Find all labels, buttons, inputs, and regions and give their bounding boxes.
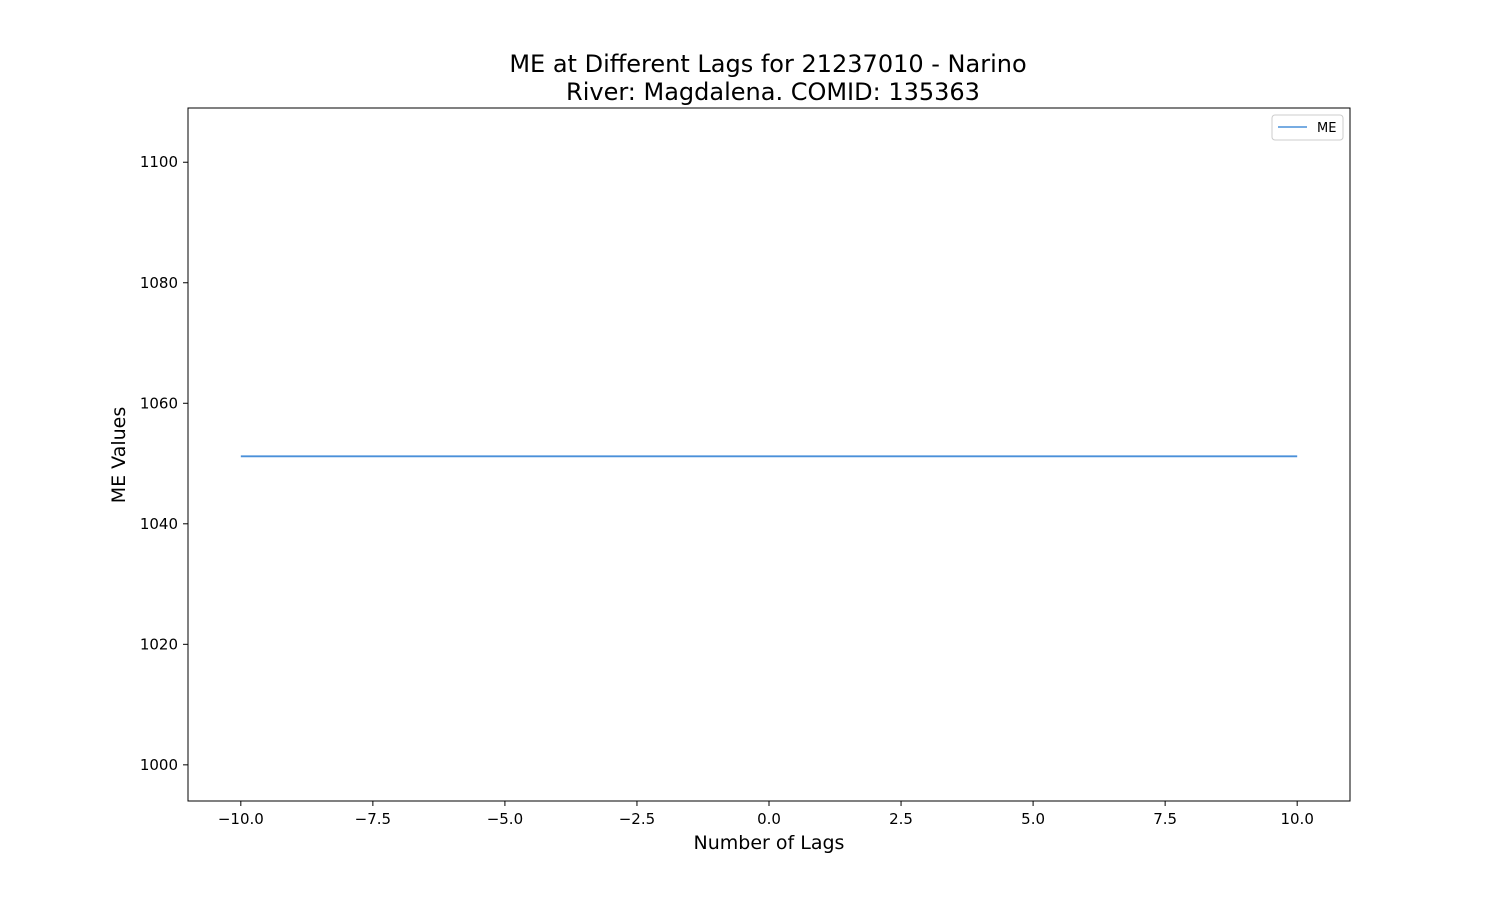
y-tick-label: 1000 (140, 756, 178, 774)
x-tick-label: 10.0 (1280, 810, 1313, 828)
x-tick-label: −10.0 (218, 810, 264, 828)
x-axis-label: Number of Lags (694, 832, 845, 854)
x-tick-label: 5.0 (1021, 810, 1045, 828)
y-tick-label: 1040 (140, 515, 178, 533)
legend: ME (1271, 114, 1344, 141)
y-tick-label: 1060 (140, 394, 178, 412)
x-tick-label: −5.0 (487, 810, 523, 828)
y-tick-label: 1080 (140, 274, 178, 292)
chart-title-line-2: River: Magdalena. COMID: 135363 (566, 78, 980, 106)
y-tick-label: 1020 (140, 635, 178, 653)
x-tick-label: −2.5 (619, 810, 655, 828)
x-tick-label: 2.5 (889, 810, 913, 828)
x-axis-ticks: −10.0 −7.5 −5.0 −2.5 0.0 2.5 5.0 7.5 10.0 (218, 801, 1314, 828)
plot-area (187, 107, 1351, 802)
y-axis-ticks: 1000 1020 1040 1060 1080 1100 (140, 153, 188, 774)
chart-title-line-1: ME at Different Lags for 21237010 - Nari… (509, 50, 1026, 78)
legend-box (1271, 114, 1344, 141)
x-tick-label: 7.5 (1153, 810, 1177, 828)
legend-label-me: ME (1317, 121, 1336, 136)
x-tick-label: −7.5 (355, 810, 391, 828)
y-axis-label: ME Values (108, 407, 130, 504)
x-tick-label: 0.0 (757, 810, 781, 828)
y-tick-label: 1100 (140, 153, 178, 171)
